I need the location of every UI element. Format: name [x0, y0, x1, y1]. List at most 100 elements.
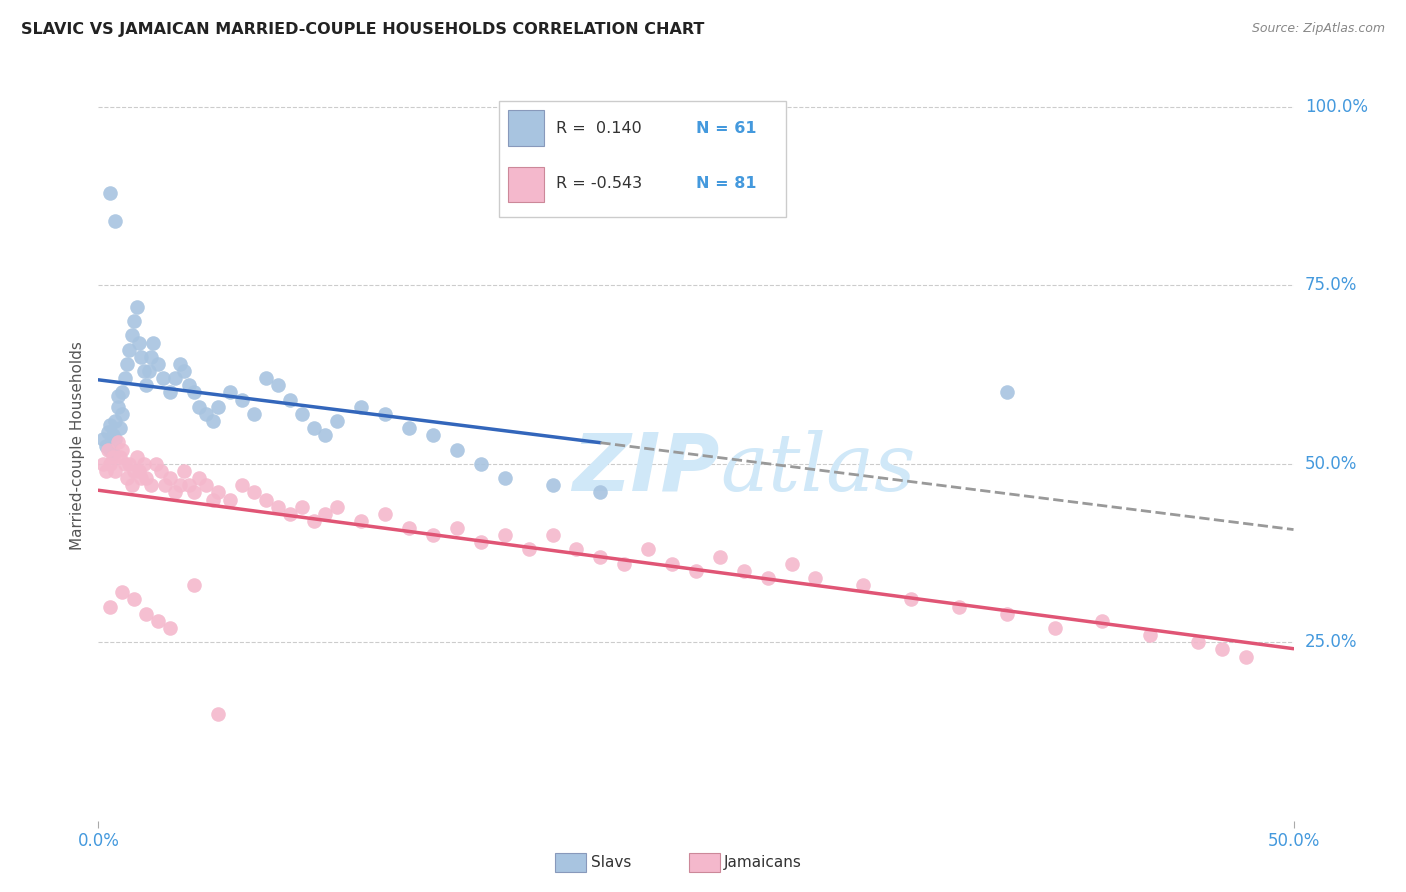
- Point: [124, 314, 146, 328]
- Point: [169, 478, 191, 492]
- FancyBboxPatch shape: [499, 102, 786, 218]
- Point: [207, 706, 229, 721]
- Text: Jamaicans: Jamaicans: [724, 855, 801, 870]
- Text: 75.0%: 75.0%: [1305, 277, 1357, 294]
- Point: [398, 421, 420, 435]
- Point: [169, 357, 191, 371]
- Point: [756, 571, 779, 585]
- Point: [1211, 642, 1233, 657]
- Point: [374, 407, 396, 421]
- Point: [315, 507, 337, 521]
- Point: [565, 542, 588, 557]
- Point: [97, 425, 120, 439]
- Point: [374, 507, 396, 521]
- Point: [446, 442, 468, 457]
- Point: [326, 500, 349, 514]
- Point: [231, 392, 253, 407]
- Point: [104, 432, 127, 446]
- Point: [98, 442, 122, 457]
- Point: [91, 457, 114, 471]
- Text: Slavs: Slavs: [591, 855, 631, 870]
- Point: [139, 350, 162, 364]
- Text: 50.0%: 50.0%: [1305, 455, 1357, 473]
- Point: [243, 485, 266, 500]
- Point: [173, 464, 195, 478]
- Point: [138, 364, 160, 378]
- Point: [302, 514, 325, 528]
- Point: [121, 328, 143, 343]
- Point: [613, 557, 636, 571]
- Point: [159, 471, 181, 485]
- Point: [111, 385, 134, 400]
- Point: [104, 414, 127, 428]
- Point: [187, 400, 209, 414]
- Point: [108, 421, 131, 435]
- Text: atlas: atlas: [720, 430, 915, 508]
- Text: 100.0%: 100.0%: [1305, 98, 1368, 116]
- Point: [104, 464, 127, 478]
- Point: [202, 492, 225, 507]
- Point: [733, 564, 755, 578]
- Point: [114, 457, 136, 471]
- Point: [315, 428, 337, 442]
- Point: [637, 542, 659, 557]
- Point: [97, 442, 120, 457]
- Point: [135, 471, 157, 485]
- Point: [1187, 635, 1209, 649]
- Point: [183, 578, 205, 592]
- Point: [94, 464, 117, 478]
- Point: [267, 500, 290, 514]
- Point: [494, 528, 516, 542]
- Point: [179, 478, 201, 492]
- Point: [124, 464, 146, 478]
- Text: R = -0.543: R = -0.543: [557, 177, 643, 191]
- Point: [661, 557, 683, 571]
- Point: [1043, 621, 1066, 635]
- Text: N = 61: N = 61: [696, 120, 756, 136]
- Y-axis label: Married-couple Households: Married-couple Households: [69, 342, 84, 550]
- Point: [118, 343, 141, 357]
- Point: [1139, 628, 1161, 642]
- Point: [115, 471, 138, 485]
- Point: [446, 521, 468, 535]
- Point: [541, 478, 564, 492]
- Text: Source: ZipAtlas.com: Source: ZipAtlas.com: [1251, 22, 1385, 36]
- Bar: [509, 111, 544, 146]
- Point: [254, 492, 277, 507]
- Point: [104, 214, 127, 228]
- Point: [589, 485, 612, 500]
- Point: [125, 450, 148, 464]
- Point: [202, 414, 225, 428]
- Point: [128, 335, 150, 350]
- Point: [101, 446, 124, 460]
- Point: [995, 607, 1018, 621]
- Point: [132, 457, 155, 471]
- Point: [207, 485, 229, 500]
- Point: [159, 621, 181, 635]
- Point: [995, 385, 1018, 400]
- Point: [948, 599, 970, 614]
- Point: [98, 599, 122, 614]
- Point: [131, 471, 153, 485]
- Text: R =  0.140: R = 0.140: [557, 120, 643, 136]
- Point: [155, 478, 177, 492]
- Point: [267, 378, 290, 392]
- Point: [231, 478, 253, 492]
- Point: [243, 407, 266, 421]
- Point: [183, 385, 205, 400]
- Point: [219, 492, 242, 507]
- Point: [132, 364, 155, 378]
- Point: [350, 400, 373, 414]
- Point: [187, 471, 209, 485]
- Point: [291, 407, 314, 421]
- Point: [107, 435, 129, 450]
- Text: N = 81: N = 81: [696, 177, 756, 191]
- Point: [1234, 649, 1257, 664]
- Point: [135, 607, 157, 621]
- Point: [124, 592, 146, 607]
- Point: [350, 514, 373, 528]
- Point: [131, 350, 153, 364]
- Point: [470, 535, 492, 549]
- Point: [302, 421, 325, 435]
- Point: [148, 357, 170, 371]
